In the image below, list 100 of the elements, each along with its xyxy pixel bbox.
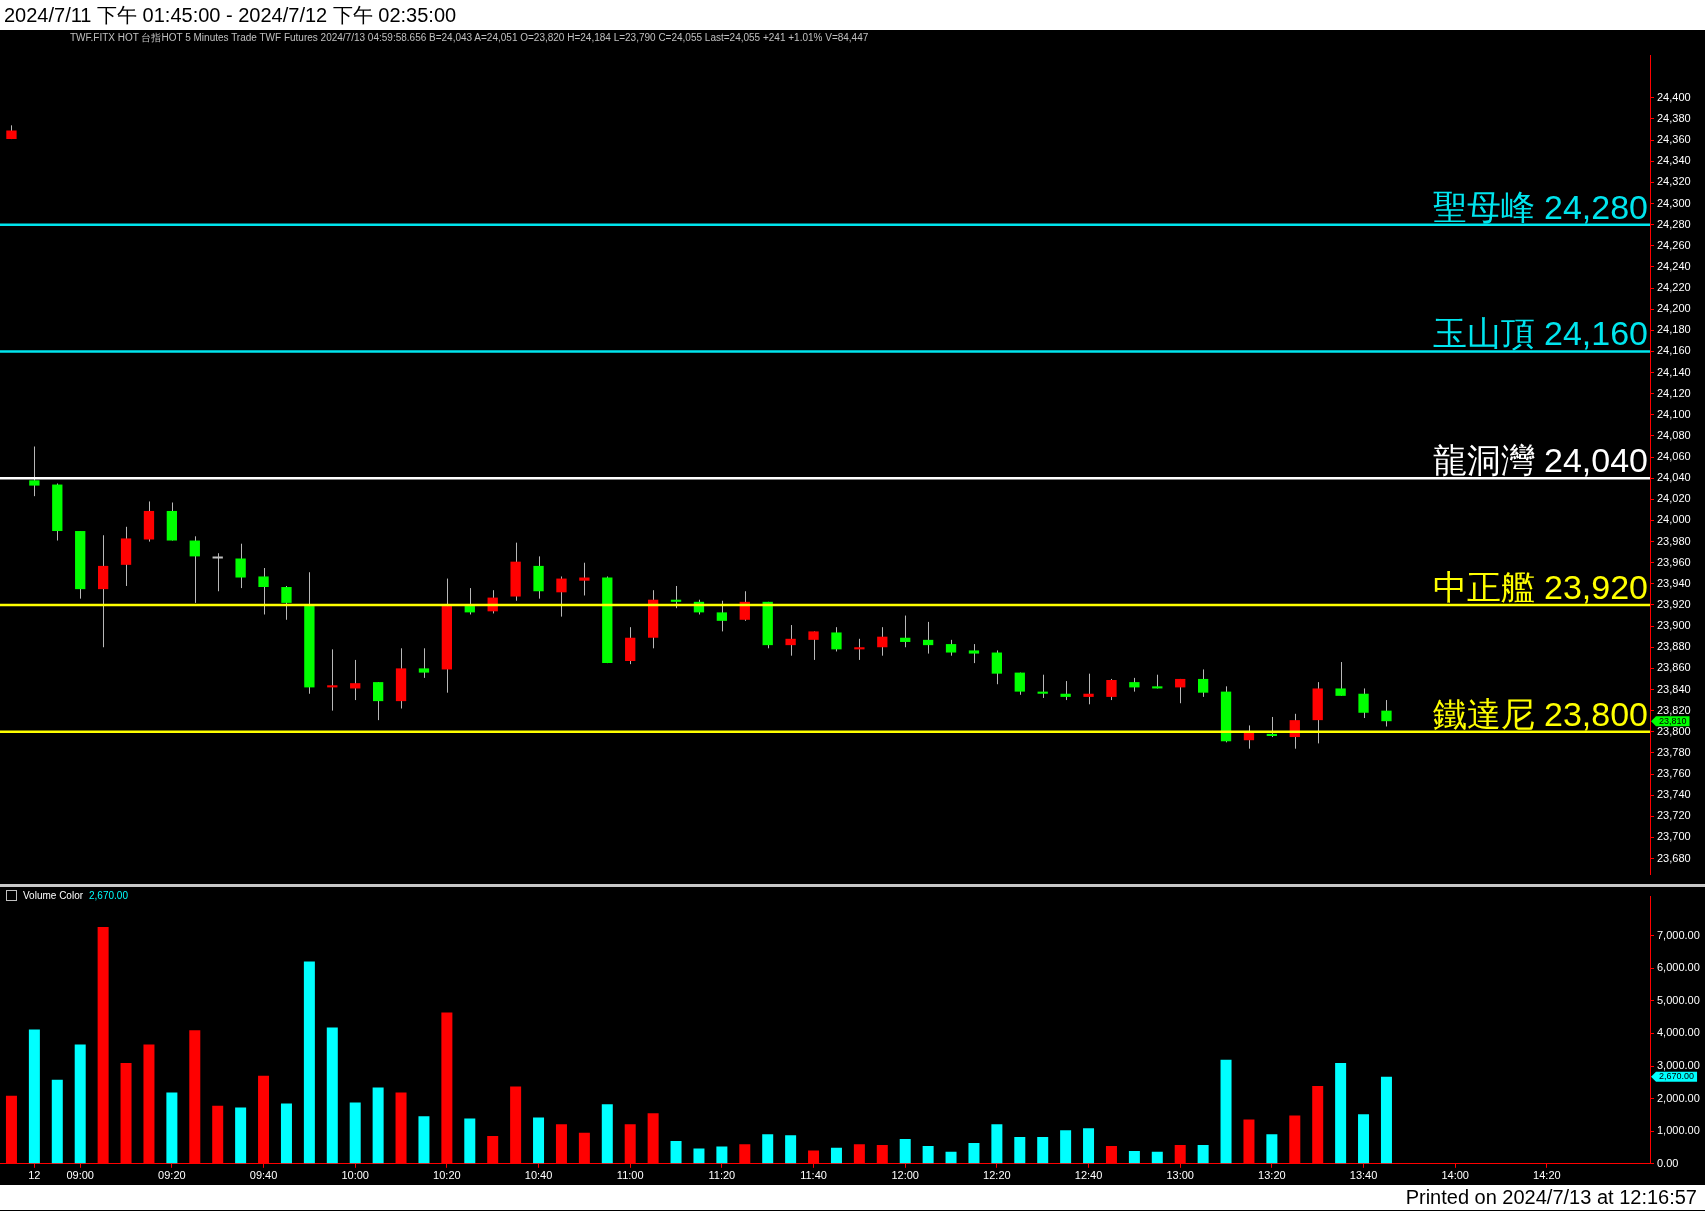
- bar: [785, 1135, 797, 1164]
- candlestick: [556, 575, 567, 618]
- y-tick-label: 5,000.00: [1657, 993, 1700, 1006]
- bar: [533, 1117, 545, 1164]
- y-tick-label: 24,240: [1657, 259, 1691, 272]
- bar: [1380, 1076, 1392, 1164]
- candlestick: [350, 659, 361, 701]
- y-tick-label: 24,040: [1657, 471, 1691, 484]
- bar: [1358, 1114, 1370, 1164]
- ref-line-label: 聖母峰 24,280: [1432, 187, 1648, 226]
- y-tick-label: 24,400: [1657, 90, 1691, 103]
- y-tick-label: 4,000.00: [1657, 1026, 1700, 1039]
- y-tick-label: 23,820: [1657, 703, 1691, 716]
- candlestick: [968, 643, 980, 664]
- candlestick: [235, 543, 246, 589]
- bar: [1266, 1134, 1278, 1164]
- annotation: 2,670.00: [89, 890, 128, 901]
- x-tick-label: 14:00: [1441, 1169, 1469, 1182]
- y-tick-label: 23,920: [1657, 598, 1691, 611]
- x-tick-label: 09:40: [249, 1169, 278, 1182]
- bar: [303, 961, 315, 1164]
- text: 2,670.00: [1659, 1071, 1695, 1082]
- ref-line-label: 龍洞灣 24,040: [1432, 441, 1648, 480]
- candlestick: [1197, 668, 1209, 698]
- chart-title: 2024/7/11 下午 01:45:00 - 2024/7/12 下午 02:35:00: [0, 0, 1705, 30]
- bar: [74, 1044, 86, 1164]
- bar: [899, 1139, 911, 1164]
- y-tick-label: 24,080: [1657, 428, 1691, 441]
- candlestick: [716, 600, 728, 632]
- bar: [945, 1151, 957, 1164]
- bar: [1151, 1151, 1163, 1164]
- y-tick-label: 24,340: [1657, 154, 1691, 167]
- y-tick-label: 23,680: [1657, 851, 1691, 864]
- x-tick-label: 13:40: [1349, 1169, 1378, 1182]
- bar: [349, 1102, 361, 1164]
- bar: [235, 1107, 247, 1164]
- bar: [968, 1142, 980, 1164]
- y-tick-label: 23,700: [1657, 830, 1691, 843]
- candlestick: [922, 621, 934, 655]
- candlestick: [625, 626, 636, 665]
- candlestick: [831, 626, 842, 652]
- chart-title: Volume Color: [23, 890, 84, 901]
- x-tick-label: 11:40: [800, 1169, 827, 1182]
- bar: [670, 1140, 682, 1164]
- y-tick-label: 23,800: [1657, 724, 1691, 737]
- bar: [1037, 1137, 1049, 1164]
- y-tick-label: 24,020: [1657, 492, 1691, 505]
- y-tick-label: 24,000: [1657, 513, 1691, 526]
- bar: [1220, 1059, 1232, 1164]
- y-tick-label: 24,320: [1657, 175, 1691, 188]
- x-tick-label: 11:20: [708, 1169, 736, 1182]
- x-tick-label: 10:00: [341, 1169, 369, 1182]
- x-tick-label: 12:20: [983, 1169, 1011, 1182]
- candlestick: [1175, 678, 1186, 704]
- y-tick-label: 23,980: [1657, 534, 1691, 547]
- x-tick-label: 12:40: [1074, 1169, 1103, 1182]
- candlestick: [97, 534, 109, 648]
- x-tick-label: 13:20: [1258, 1169, 1286, 1182]
- candlestick: [464, 587, 475, 615]
- y-tick-label: 23,840: [1657, 682, 1691, 695]
- x-tick-label: 10:20: [433, 1169, 461, 1182]
- candlestick: [1243, 724, 1255, 750]
- bar: [1083, 1128, 1095, 1164]
- y-tick-label: 24,280: [1657, 217, 1691, 230]
- bar: [166, 1092, 178, 1164]
- bar: [762, 1134, 774, 1164]
- candlestick: [327, 648, 338, 712]
- candlestick: [877, 626, 888, 657]
- y-tick-label: 24,120: [1657, 386, 1691, 399]
- bar: [1128, 1151, 1140, 1164]
- y-tick-label: 2,000.00: [1657, 1091, 1700, 1104]
- y-tick-label: 3,000.00: [1657, 1059, 1700, 1072]
- candlestick: [372, 681, 384, 721]
- candlestick: [1060, 680, 1071, 701]
- bar: [693, 1148, 705, 1164]
- candlestick: [212, 552, 223, 592]
- bar: [326, 1027, 338, 1164]
- candlestick: [1106, 678, 1117, 701]
- y-tick-label: 24,380: [1657, 112, 1691, 125]
- y-tick-label: 23,760: [1657, 767, 1691, 780]
- candlestick: [900, 615, 911, 648]
- candlestick: [1037, 674, 1048, 699]
- bar: [601, 1104, 613, 1164]
- x-tick-label: 09:00: [66, 1169, 94, 1182]
- chart-subtitle: TWF.FITX HOT 台指HOT 5 Minutes Trade TWF Futures 2024/7/13 04:59:58.656 B=24,043 A=24,051 O=23,820 H=24,184 L=23,790 C=24,055 Last=24,055 +241 +1.01% V=84,447: [69, 31, 870, 45]
- y-tick-label: 23,960: [1657, 555, 1691, 568]
- y-tick-label: 23,720: [1657, 809, 1691, 822]
- candlestick: [1266, 716, 1278, 738]
- bar: [280, 1103, 292, 1164]
- y-tick-label: 23,900: [1657, 619, 1691, 632]
- bar: [1335, 1063, 1347, 1164]
- candlestick: [991, 649, 1003, 685]
- candlestick: [281, 585, 292, 621]
- y-tick-label: 6,000.00: [1657, 961, 1700, 974]
- bar: [1014, 1137, 1026, 1164]
- ref-line-label: 玉山頂 24,160: [1432, 314, 1648, 353]
- y-tick-label: 23,740: [1657, 788, 1691, 801]
- candlestick: [808, 630, 819, 661]
- ref-line-label: 鐵達尼 23,800: [1432, 694, 1648, 733]
- y-tick-label: 24,200: [1657, 302, 1691, 315]
